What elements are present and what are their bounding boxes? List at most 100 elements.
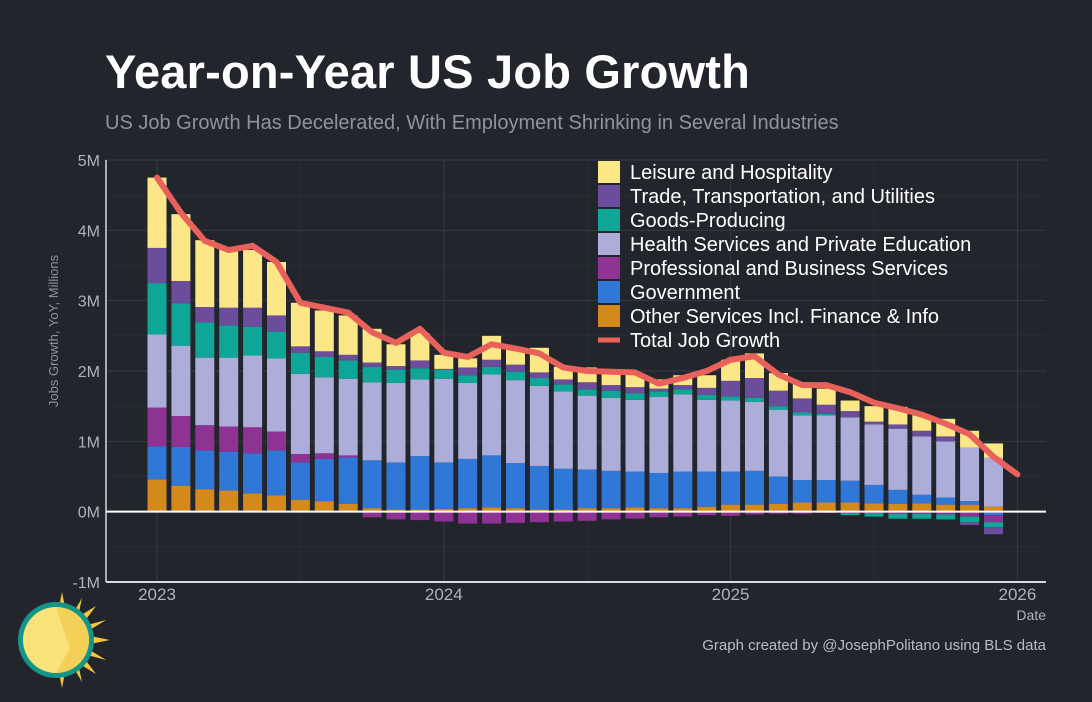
bar-segment [912,494,932,504]
bar-segment [458,511,478,524]
bar-segment [171,416,191,447]
bar-segment [936,514,956,520]
bar-segment [290,346,310,353]
bar-segment [195,322,215,358]
bar-segment [195,450,215,490]
bar-segment [482,335,502,360]
bar-segment [792,412,812,416]
legend-swatch [598,281,620,303]
bar-segment [649,508,669,512]
bar-segment [171,280,191,304]
bar-segment [745,470,764,505]
bar-segment [314,356,334,378]
bar-segment [314,310,334,352]
bar-segment [434,369,454,379]
bar-segment [840,502,860,512]
legend-label: Leisure and Hospitality [630,162,832,184]
bar-segment [601,508,621,512]
bar-segment [243,453,263,494]
bar-segment [553,391,573,469]
bar-segment [864,503,884,512]
bar-segment [529,511,549,523]
bar-segment [290,499,310,512]
bar-segment [960,516,980,523]
y-tick-label: 2M [78,364,100,381]
bar-segment [577,508,597,512]
legend-label: Goods-Producing [630,210,786,232]
bar-segment [792,511,812,514]
bar-segment [721,511,741,516]
bar-segment [529,378,549,386]
bar-segment [290,462,310,500]
bar-segment [434,511,454,522]
bar-segment [529,372,549,379]
bar-segment [792,415,812,481]
bar-segment [410,511,430,521]
bar-segment [864,421,884,425]
bar-segment [458,508,478,512]
bar-segment [195,357,215,426]
bar-segment [697,471,717,507]
sun-logo-icon [18,592,110,688]
bar-segment [147,283,167,335]
bar-segment [506,364,525,372]
bar-segment [147,177,167,248]
bar-segment [171,303,191,346]
bar-segment [721,504,741,512]
bar-segment [984,515,1003,523]
bar-segment [840,480,860,503]
bar-segment [912,430,932,437]
bar-segment [649,388,669,392]
bar-segment [745,397,764,402]
bar-segment [625,507,645,512]
bar-segment [386,366,406,370]
bar-segment [864,424,884,485]
legend-swatch [598,257,620,279]
bar-segment [314,351,334,357]
bar-segment [768,409,788,477]
bar-segment [338,360,358,379]
bar-segment [960,522,980,526]
y-tick-label: 0M [78,505,100,522]
x-axis-title: Date [1016,607,1046,623]
bar-segment [697,399,717,472]
bar-segment [960,447,980,502]
bar-segment [553,511,573,522]
bar-segment [840,417,860,481]
bar-segment [888,489,908,504]
bar-segment [673,389,693,395]
bar-segment [673,511,693,517]
bar-segment [936,504,956,512]
bar-segment [243,307,263,327]
x-tick-label: 2024 [425,585,463,604]
bar-segment [816,415,836,481]
x-tick-label: 2023 [138,585,176,604]
bar-segment [434,378,454,463]
bar-segment [625,511,645,519]
bar-segment [936,441,956,498]
bar-segment [625,393,645,400]
bar-segment [577,382,597,390]
bar-segment [219,247,239,308]
bar-segment [219,307,239,326]
bar-segment [506,371,525,381]
source-credit: Graph created by @JosephPolitano using B… [702,637,1046,654]
bar-segment [888,424,908,429]
bar-segment [267,495,286,512]
bar-segment [243,250,263,308]
bar-segment [506,511,525,523]
bar-segment [290,302,310,347]
bar-segment [673,394,693,472]
bar-segment [290,352,310,374]
bar-segment [362,511,382,518]
bar-segment [243,326,263,356]
bar-segment [506,463,525,509]
bar-segment [410,333,430,361]
bar-segment [577,511,597,521]
bar-segment [362,382,382,461]
bar-segment [625,387,645,394]
bar-segment [506,508,525,512]
bar-segment [434,354,454,369]
